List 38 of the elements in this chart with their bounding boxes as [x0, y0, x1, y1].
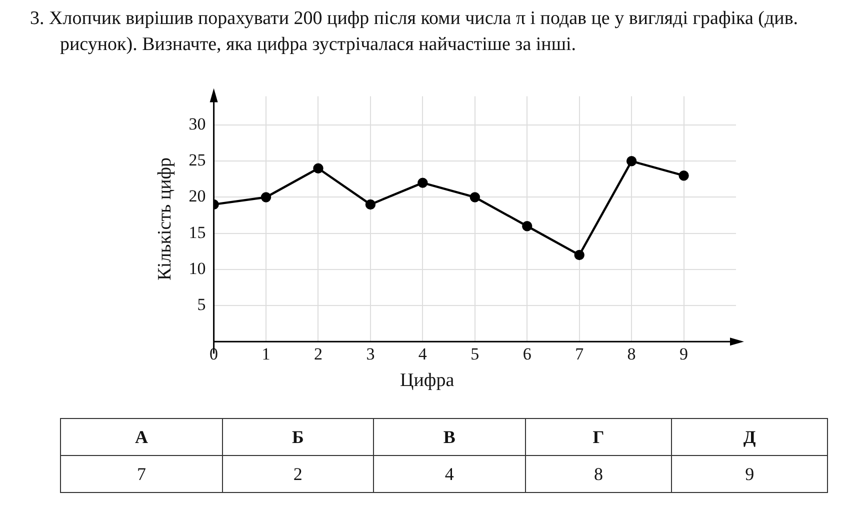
y-tick-label: 10: [188, 258, 206, 278]
point: [313, 163, 324, 174]
point: [260, 192, 272, 202]
x-tick-label: 6: [522, 344, 532, 364]
x-tick-label: 8: [627, 344, 636, 364]
text: Г: [525, 418, 672, 456]
x-tick-label: 5: [470, 344, 480, 364]
text: В: [373, 418, 526, 456]
x-tick-label: 9: [680, 344, 688, 364]
point: [574, 250, 584, 260]
text: 9: [672, 456, 828, 492]
text: 8: [525, 456, 672, 492]
text: Б: [222, 418, 374, 456]
y-tick-label: 5: [197, 294, 206, 314]
point: [626, 156, 637, 166]
x-axis-title: Цифра: [400, 370, 454, 392]
text: А: [60, 418, 222, 456]
text: Д: [672, 418, 828, 456]
y-tick-label: 25: [188, 150, 206, 170]
x-tick-label: 4: [418, 344, 428, 364]
x-tick-label: 0: [210, 344, 218, 364]
y-tick-label: 15: [188, 222, 206, 242]
x-tick-label: 2: [314, 344, 322, 364]
x-tick-label: 1: [262, 344, 270, 364]
x-tick-label: 3: [366, 344, 375, 364]
y-axis-title: Кількість цифр: [154, 157, 176, 280]
y-tick-label: 30: [188, 114, 206, 134]
chart-title: 3. Хлопчик вирішив порахувати 200 цифр після коми числа π і подав це у вигляді графіка (див. рисунок). Визначте, яка цифра зустрічалася найчастіше за інші.: [30, 7, 800, 57]
point: [365, 199, 376, 210]
point: [418, 178, 428, 188]
x-tick-label: 7: [575, 344, 584, 364]
point: [678, 170, 689, 181]
point: [470, 192, 480, 202]
text: 2: [222, 456, 374, 492]
y-tick-label: 20: [188, 186, 206, 206]
text: 7: [60, 456, 222, 492]
text: 4: [373, 456, 526, 492]
point: [522, 221, 532, 232]
